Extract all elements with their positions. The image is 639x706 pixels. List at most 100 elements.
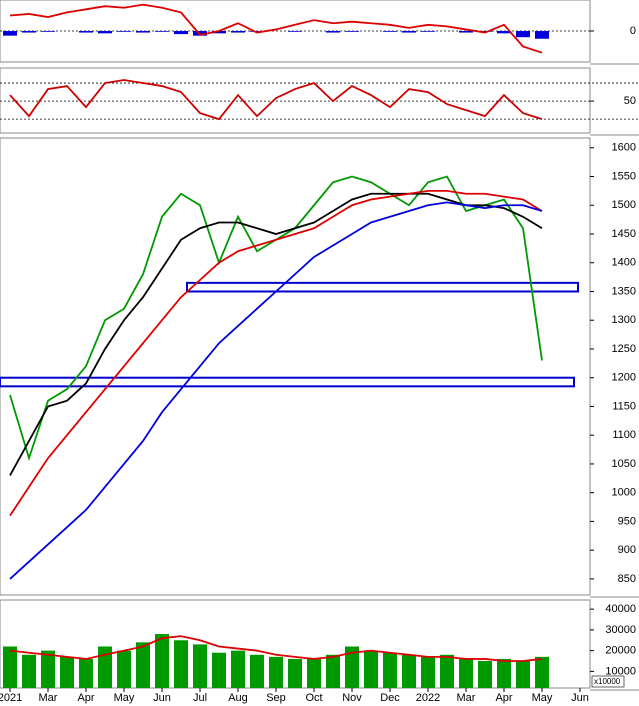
bar bbox=[516, 31, 530, 38]
bar bbox=[3, 31, 17, 36]
y-tick-label: 1550 bbox=[612, 170, 636, 182]
y-tick-label: 1100 bbox=[612, 429, 636, 441]
bar bbox=[288, 31, 302, 32]
bar bbox=[41, 650, 55, 688]
panel-frame bbox=[0, 67, 591, 134]
y-tick-label: 1400 bbox=[612, 257, 636, 269]
x-tick-label: Aug bbox=[228, 692, 248, 704]
bar bbox=[364, 650, 378, 688]
bar bbox=[79, 658, 93, 688]
bar bbox=[98, 31, 112, 34]
series-line bbox=[9, 79, 543, 121]
series-line bbox=[9, 3, 543, 54]
bar bbox=[516, 661, 530, 688]
bar bbox=[136, 31, 150, 33]
x-tick-label: May bbox=[114, 692, 135, 704]
y-tick-label: 1600 bbox=[612, 142, 636, 154]
x-tick-label: 2022 bbox=[416, 692, 440, 704]
series-line bbox=[9, 192, 543, 476]
bar bbox=[497, 658, 511, 688]
bar bbox=[174, 640, 188, 688]
y-tick-label: 1000 bbox=[612, 487, 636, 499]
bar bbox=[3, 646, 17, 688]
y-tick-label: 950 bbox=[618, 515, 636, 527]
x-tick-label: 2021 bbox=[0, 692, 22, 704]
bar bbox=[440, 654, 454, 688]
bar bbox=[98, 646, 112, 688]
bar bbox=[345, 646, 359, 688]
bar bbox=[326, 654, 340, 688]
x-tick-label: Dec bbox=[380, 692, 400, 704]
bar bbox=[269, 656, 283, 688]
y-tick-label: 0 bbox=[630, 25, 636, 37]
y-tick-label: 1200 bbox=[612, 372, 636, 384]
bar bbox=[307, 658, 321, 688]
bar bbox=[383, 652, 397, 688]
bar bbox=[79, 31, 93, 33]
bar bbox=[117, 31, 131, 32]
bar bbox=[212, 652, 226, 688]
bar bbox=[136, 642, 150, 688]
bar bbox=[288, 658, 302, 688]
bar bbox=[345, 31, 359, 32]
x-tick-label: Apr bbox=[495, 692, 512, 704]
bar bbox=[117, 650, 131, 688]
y-tick-label: 900 bbox=[618, 544, 636, 556]
y-tick-label: 30000 bbox=[605, 624, 636, 636]
bar bbox=[535, 656, 549, 688]
bar bbox=[326, 31, 340, 33]
bar bbox=[231, 31, 245, 33]
y-tick-label: 1350 bbox=[612, 285, 636, 297]
y-tick-label: 850 bbox=[618, 573, 636, 585]
bar bbox=[41, 31, 55, 32]
bar bbox=[250, 654, 264, 688]
bar bbox=[402, 654, 416, 688]
y-tick-label: 1050 bbox=[612, 458, 636, 470]
bar bbox=[383, 31, 397, 32]
x-tick-label: Oct bbox=[305, 692, 322, 704]
bar bbox=[459, 31, 473, 33]
y-tick-label: 40000 bbox=[605, 603, 636, 615]
y-tick-label: 10000 bbox=[605, 665, 636, 677]
unit-label: x10000 bbox=[594, 677, 621, 686]
x-tick-label: Jun bbox=[571, 692, 589, 704]
bar bbox=[250, 31, 264, 32]
bar bbox=[174, 31, 188, 35]
y-tick-label: 1500 bbox=[612, 199, 636, 211]
unit-box bbox=[591, 675, 625, 688]
bar bbox=[22, 654, 36, 688]
y-tick-label: 50 bbox=[624, 95, 636, 107]
support-zone bbox=[186, 281, 579, 293]
bar bbox=[421, 656, 435, 688]
bar bbox=[193, 31, 207, 36]
bar bbox=[478, 31, 492, 32]
bar bbox=[421, 31, 435, 32]
bar bbox=[459, 658, 473, 688]
y-tick-label: 1300 bbox=[612, 314, 636, 326]
y-tick-label: 20000 bbox=[605, 645, 636, 657]
x-tick-label: May bbox=[532, 692, 553, 704]
x-tick-label: Jul bbox=[193, 692, 207, 704]
bar bbox=[22, 31, 36, 33]
bar bbox=[155, 31, 169, 32]
bar bbox=[402, 31, 416, 33]
x-tick-label: Mar bbox=[39, 692, 58, 704]
series-line bbox=[9, 189, 543, 517]
bar bbox=[193, 644, 207, 688]
series-line bbox=[9, 635, 543, 662]
x-tick-label: Nov bbox=[342, 692, 362, 704]
bar bbox=[535, 31, 549, 39]
bar bbox=[212, 31, 226, 34]
x-tick-label: Apr bbox=[77, 692, 94, 704]
bar bbox=[478, 661, 492, 688]
y-tick-label: 1450 bbox=[612, 228, 636, 240]
y-tick-label: 1250 bbox=[612, 343, 636, 355]
support-zone bbox=[0, 376, 575, 388]
bar bbox=[155, 634, 169, 688]
bar bbox=[497, 31, 511, 34]
series-line bbox=[9, 201, 543, 580]
x-tick-label: Jun bbox=[153, 692, 171, 704]
y-tick-label: 1150 bbox=[612, 400, 636, 412]
